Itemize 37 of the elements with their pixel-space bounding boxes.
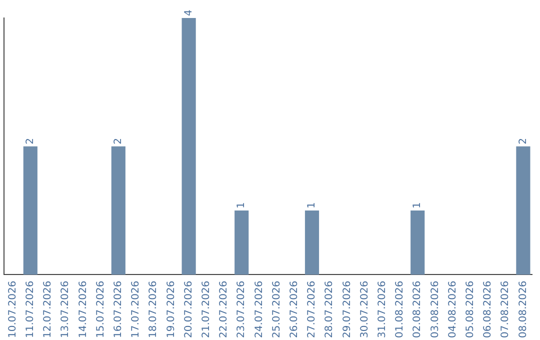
x-tick-label: 17.07.2026 <box>130 280 142 338</box>
x-tick-label: 25.07.2026 <box>271 280 282 338</box>
data-label: 2 <box>24 138 36 144</box>
x-tick-label: 16.07.2026 <box>112 280 124 338</box>
data-label: 1 <box>412 202 424 209</box>
data-label: 2 <box>518 138 529 144</box>
x-tick-label: 04.08.2026 <box>447 280 458 338</box>
data-label: 1 <box>306 202 318 209</box>
x-tick-label: 15.07.2026 <box>95 280 106 338</box>
x-tick-label: 07.08.2026 <box>500 280 512 338</box>
x-tick-label: 01.08.2026 <box>394 280 406 338</box>
x-tick-label: 14.07.2026 <box>78 280 89 338</box>
x-tick-label: 20.07.2026 <box>183 280 194 338</box>
x-tick-label: 29.07.2026 <box>342 280 353 338</box>
x-tick-label: 19.07.2026 <box>166 280 177 338</box>
x-tick-label: 27.07.2026 <box>306 280 318 338</box>
x-tick-label: 02.08.2026 <box>412 280 424 338</box>
x-tick-label: 28.07.2026 <box>324 280 336 338</box>
x-tick-label: 12.07.2026 <box>42 280 54 338</box>
x-tick-label: 13.07.2026 <box>60 280 72 338</box>
x-tick-label: 23.07.2026 <box>236 280 248 338</box>
x-tick-label: 18.07.2026 <box>148 280 160 338</box>
x-tick-label: 03.08.2026 <box>430 280 441 338</box>
data-label: 1 <box>236 202 248 209</box>
x-tick-label: 05.08.2026 <box>464 280 476 338</box>
x-tick-label: 10.07.2026 <box>7 280 18 338</box>
x-tick-label: 31.07.2026 <box>376 280 388 338</box>
data-label: 4 <box>183 10 194 16</box>
x-tick-label: 06.08.2026 <box>482 280 494 338</box>
data-label: 2 <box>112 138 124 144</box>
x-tick-label: 26.07.2026 <box>288 280 300 338</box>
x-tick-label: 11.07.2026 <box>24 280 36 338</box>
x-tick-label: 08.08.2026 <box>518 280 529 338</box>
x-tick-label: 24.07.2026 <box>254 280 265 338</box>
x-tick-label: 21.07.2026 <box>200 280 212 338</box>
x-tick-label: 30.07.2026 <box>359 280 370 338</box>
x-tick-label: 22.07.2026 <box>218 280 230 338</box>
